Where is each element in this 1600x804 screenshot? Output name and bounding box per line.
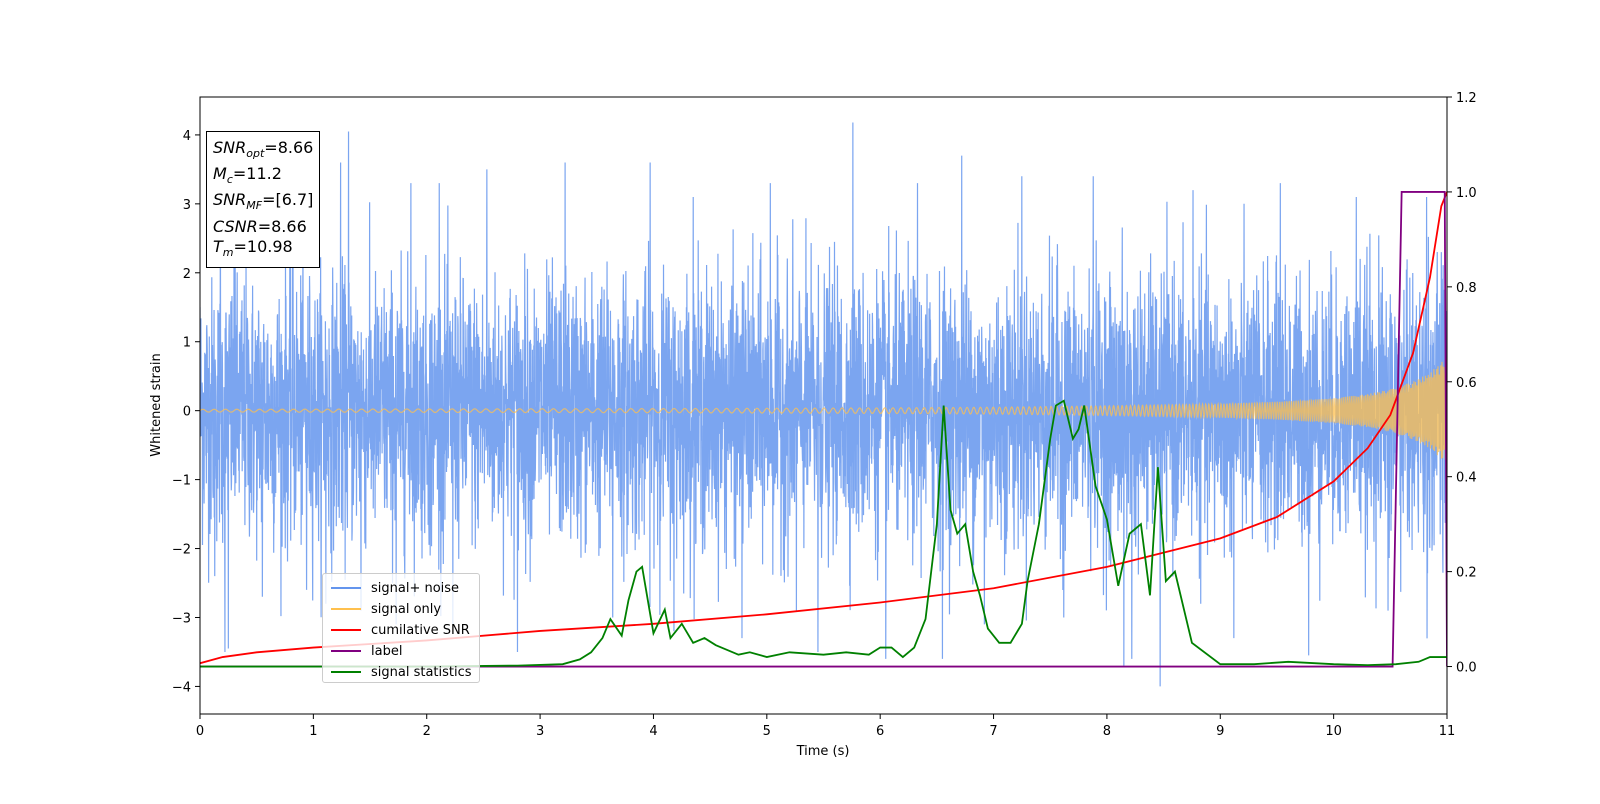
- y2-tick-label: 1.2: [1456, 91, 1477, 106]
- y-tick-label: −2: [172, 543, 191, 558]
- x-tick-label: 2: [423, 724, 431, 739]
- y-tick-label: −3: [172, 611, 191, 626]
- legend-label: signal+ noise: [371, 580, 460, 596]
- x-axis: 0 1 2 3 4 5 6 7 8 9 10 11: [196, 714, 1455, 739]
- y-tick-label: 4: [183, 129, 191, 144]
- y2-tick-label: 1.0: [1456, 186, 1477, 201]
- y-tick-label: 0: [183, 405, 191, 420]
- series-label: [200, 191, 1447, 668]
- legend-item-cumulative-snr: cumilative SNR: [331, 621, 470, 639]
- x-tick-label: 9: [1216, 724, 1224, 739]
- legend-swatch: [331, 629, 361, 631]
- info-mc: Mc=11.2: [213, 164, 282, 187]
- x-tick-label: 4: [649, 724, 657, 739]
- plot-frame: [199, 96, 1448, 715]
- series-signal-noise: [200, 122, 1447, 687]
- y-tick-label: −1: [172, 474, 191, 489]
- legend-item-signal-noise: signal+ noise: [331, 579, 459, 597]
- y2-tick-label: 0.8: [1456, 281, 1477, 296]
- x-tick-label: 6: [876, 724, 884, 739]
- y-tick-label: 3: [183, 198, 191, 213]
- legend-item-signal-only: signal only: [331, 600, 441, 618]
- series-signal-only: [200, 358, 1447, 466]
- series-signal-statistics: [200, 399, 1447, 668]
- y-axis-label: Whitened strain: [149, 353, 164, 456]
- y2-tick-label: 0.6: [1456, 376, 1477, 391]
- info-box: SNRopt=8.66 Mc=11.2 SNRMF=[6.7] CSNR=8.6…: [206, 131, 321, 268]
- legend-label: cumilative SNR: [371, 622, 470, 638]
- legend-swatch: [331, 587, 361, 589]
- legend-swatch: [331, 671, 361, 673]
- x-tick-label: 0: [196, 724, 204, 739]
- y2-tick-label: 0.2: [1456, 566, 1477, 581]
- x-tick-label: 1: [309, 724, 317, 739]
- legend-label: label: [371, 643, 403, 659]
- legend-label: signal only: [371, 601, 442, 617]
- legend-item-label: label: [331, 642, 402, 660]
- x-tick-label: 8: [1103, 724, 1111, 739]
- info-snr-opt: SNRopt=8.66: [213, 138, 314, 161]
- y2-tick-label: 0.4: [1456, 471, 1477, 486]
- legend-swatch: [331, 608, 361, 610]
- x-tick-label: 7: [989, 724, 997, 739]
- x-tick-label: 3: [536, 724, 544, 739]
- legend-item-signal-statistics: signal statistics: [331, 663, 472, 681]
- y2-tick-label: 0.0: [1456, 661, 1477, 676]
- legend: signal+ noise signal only cumilative SNR…: [322, 573, 480, 683]
- x-tick-label: 10: [1325, 724, 1342, 739]
- y2-axis: 1.2 1.0 0.8 0.6 0.4 0.2 0.0: [1447, 91, 1477, 676]
- info-snr-mf: SNRMF=[6.7]: [213, 190, 314, 213]
- x-axis-label: Time (s): [796, 744, 850, 759]
- y-tick-label: −4: [172, 680, 191, 695]
- legend-swatch: [331, 650, 361, 652]
- y-tick-label: 1: [183, 336, 191, 351]
- x-tick-label: 5: [763, 724, 771, 739]
- info-tm: Tm=10.98: [213, 236, 293, 259]
- x-tick-label: 11: [1439, 724, 1456, 739]
- info-csnr: CSNR=8.66: [213, 216, 307, 236]
- y-axis: 4 3 2 1 0 −1 −2 −3 −4: [172, 129, 200, 695]
- legend-label: signal statistics: [371, 664, 472, 680]
- y-tick-label: 2: [183, 267, 191, 282]
